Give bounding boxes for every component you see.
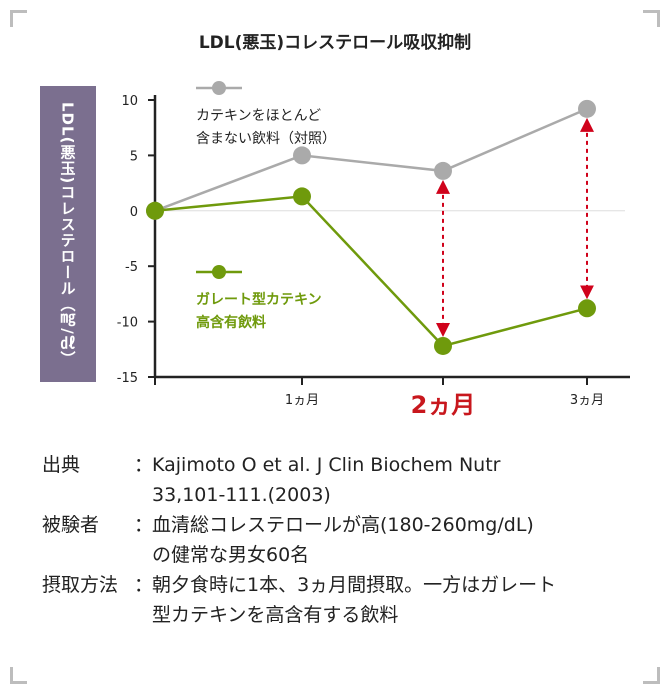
series-2-point	[578, 299, 596, 318]
note-method: 摂取方法 ： 朝夕食時に1本、3ヵ月間摂取。一方はガレート	[42, 570, 642, 600]
y-tick-label: 10	[121, 94, 138, 109]
x-tick-label: 1ヵ月	[285, 393, 319, 408]
series-1-point	[578, 99, 596, 118]
y-tick-label: 0	[130, 205, 138, 220]
note-source-line-2: 33,101-111.(2003)	[152, 484, 331, 506]
y-tick-label: 5	[130, 149, 138, 164]
legend-1-label: 含まない飲料（対照）	[196, 131, 336, 147]
y-tick-label: -5	[125, 260, 138, 275]
series-1-point	[434, 161, 452, 180]
frame-corner-top-left	[10, 10, 27, 27]
series-2-line	[154, 195, 588, 348]
series-2-point	[293, 187, 311, 206]
frame-corner-top-right	[643, 10, 660, 27]
note-method-label: 摂取方法	[42, 574, 119, 596]
note-subjects-label: 被験者	[42, 514, 100, 536]
note-source: 出典 ： Kajimoto O et al. J Clin Biochem Nu…	[42, 450, 642, 480]
y-tick-label: -15	[117, 371, 138, 386]
legend-2-label: ガレート型カテキン	[196, 291, 322, 308]
series-1-point	[293, 146, 311, 165]
x-tick-label: 3ヵ月	[570, 393, 604, 408]
note-method-line-1: 朝夕食時に1本、3ヵ月間摂取。一方はガレート	[152, 574, 557, 596]
note-source-label: 出典	[42, 454, 81, 476]
legend-2-label: 高含有飲料	[196, 314, 266, 331]
note-subjects-line-1: 血清総コレステロールが高(180-260mg/dL)	[152, 514, 534, 536]
series-2-point	[146, 201, 164, 220]
note-subjects-line-2: の健常な男女60名	[152, 544, 310, 566]
legend-1-swatch-point	[212, 81, 226, 95]
note-subjects: 被験者 ： 血清総コレステロールが高(180-260mg/dL)	[42, 510, 642, 540]
notes-section: 出典 ： Kajimoto O et al. J Clin Biochem Nu…	[42, 450, 642, 630]
series-1-line	[154, 107, 588, 212]
y-axis-label: LDL(悪玉)コレステロール（㎎/㎗）	[58, 101, 77, 367]
chart-title: LDL(悪玉)コレステロール吸収抑制	[199, 32, 471, 53]
frame-corner-bottom-right	[643, 667, 660, 684]
frame-corner-bottom-left	[10, 667, 27, 684]
ldl-line-chart: LDL(悪玉)コレステロール吸収抑制 10 5 0 -5 -10 -15 1ヵ月 2ヵ月 3ヵ月…	[117, 32, 630, 419]
note-source-line-1: Kajimoto O et al. J Clin Biochem Nutr	[152, 454, 501, 476]
legend-1-label: カテキンをほとんど	[196, 108, 321, 124]
y-axis-label-box: LDL(悪玉)コレステロール（㎎/㎗）	[40, 86, 96, 382]
series-2-point	[434, 336, 452, 355]
x-tick-label: 2ヵ月	[411, 391, 476, 419]
y-tick-label: -10	[117, 316, 138, 331]
note-method-line-2: 型カテキンを高含有する飲料	[152, 604, 399, 626]
legend-2-swatch-point	[212, 265, 226, 279]
